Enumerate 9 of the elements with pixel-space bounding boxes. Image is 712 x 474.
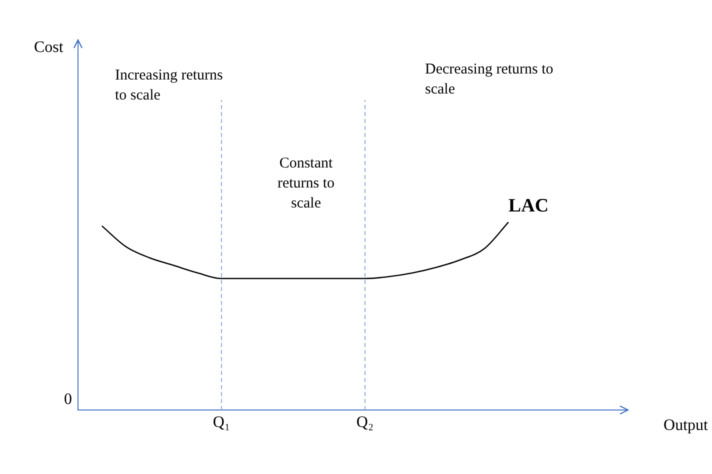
x-tick-label: Q₁ xyxy=(212,414,230,431)
text: Cost xyxy=(34,39,64,56)
x-axis-title: Output xyxy=(664,417,709,434)
series-label: LAC xyxy=(508,196,549,217)
x-tick-label: Q₂ xyxy=(356,414,374,431)
text: Decreasing returns to scale xyxy=(425,61,554,98)
text: Increasing returns to scale xyxy=(115,67,224,104)
text: 0 xyxy=(64,391,72,408)
text: Constant returns to scale xyxy=(277,155,335,212)
